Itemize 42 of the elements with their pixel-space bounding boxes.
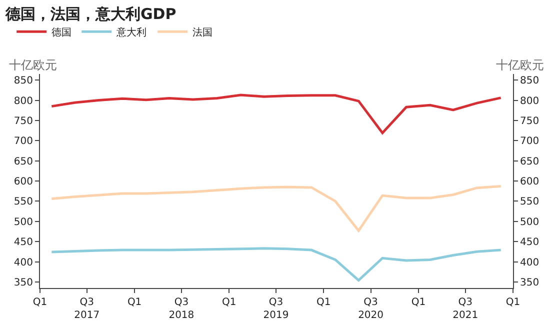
x-tick-label: Q3 2018 — [168, 297, 194, 321]
y2-tick-label: 800 — [520, 96, 540, 107]
x-tick-label: Q1 — [411, 297, 426, 308]
y2-tick-label: 350 — [520, 277, 540, 288]
legend-label: 德国 — [52, 28, 72, 39]
y2-tick-label: 750 — [520, 116, 540, 127]
y2-tick-label: 450 — [520, 237, 540, 248]
y2-tick-label: 600 — [520, 176, 540, 188]
y-tick-label: 600 — [14, 176, 33, 188]
x-tick-label: Q3 2021 — [452, 297, 478, 321]
x-tick-label: Q3 2019 — [263, 297, 289, 321]
line-series — [50, 247, 502, 282]
legend-label: 法国 — [192, 26, 213, 39]
y-tick-label: 350 — [14, 277, 33, 288]
y-tick-label: 850 — [14, 76, 33, 87]
y2-axis-title: 十亿欧元 — [496, 58, 544, 72]
x-tick-label: Q3 2020 — [358, 297, 384, 321]
y2-tick-label: 850 — [520, 76, 540, 87]
y2-tick-label: 550 — [520, 196, 540, 208]
y2-tick-label: 400 — [520, 257, 540, 268]
y-tick-label: 450 — [14, 237, 33, 248]
legend-label: 意大利 — [116, 26, 147, 39]
x-tick-label: Q3 2017 — [74, 297, 100, 321]
y-tick-label: 750 — [14, 116, 33, 127]
y-tick-label: 400 — [14, 257, 33, 268]
y-axis-title: 十亿欧元 — [9, 58, 57, 72]
y-tick-label: 650 — [14, 156, 33, 168]
y-tick-label: 550 — [14, 196, 33, 208]
x-tick-label: Q1 — [506, 297, 520, 308]
x-tick-label: Q1 — [32, 297, 48, 308]
y-tick-label: 800 — [14, 96, 33, 107]
chart-title: 德国，法国，意大利GDP — [4, 4, 176, 23]
y-tick-label: 700 — [14, 136, 33, 148]
x-tick-label: Q1 — [127, 297, 142, 308]
x-tick-label: Q1 — [222, 297, 236, 308]
line-series — [50, 94, 502, 134]
y2-tick-label: 700 — [520, 136, 540, 148]
x-tick-label: Q1 — [316, 297, 331, 308]
y2-tick-label: 500 — [520, 216, 540, 228]
line-series — [50, 185, 502, 232]
y-tick-label: 500 — [14, 216, 33, 228]
y2-tick-label: 650 — [520, 156, 540, 168]
